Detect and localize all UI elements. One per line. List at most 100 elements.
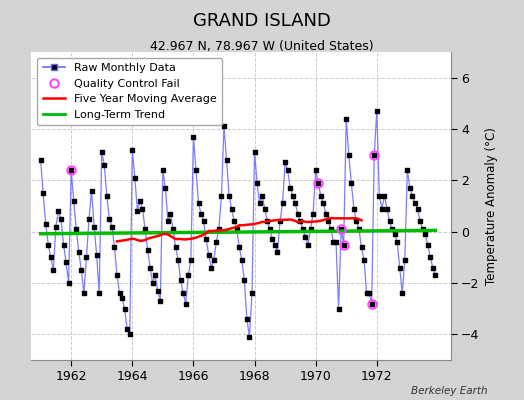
Point <box>220 123 228 130</box>
Point <box>350 205 358 212</box>
Point <box>314 180 322 186</box>
Point <box>416 218 424 225</box>
Point <box>304 241 312 248</box>
Point <box>90 223 99 230</box>
Point <box>227 205 236 212</box>
Point <box>123 326 132 332</box>
Point <box>365 290 373 296</box>
Point <box>64 280 73 286</box>
Point <box>423 241 432 248</box>
Point <box>260 205 269 212</box>
Point <box>401 257 409 263</box>
Point <box>161 185 170 191</box>
Point <box>396 264 404 271</box>
Point <box>215 226 223 232</box>
Point <box>413 205 422 212</box>
Point <box>92 252 101 258</box>
Point <box>355 226 363 232</box>
Point <box>72 226 81 232</box>
Point <box>271 241 279 248</box>
Point <box>179 290 188 296</box>
Point <box>62 259 70 266</box>
Point <box>316 192 325 199</box>
Y-axis label: Temperature Anomaly (°C): Temperature Anomaly (°C) <box>485 127 498 285</box>
Point <box>380 192 389 199</box>
Point <box>204 252 213 258</box>
Point <box>192 167 200 173</box>
Point <box>276 218 284 225</box>
Point <box>370 152 378 158</box>
Point <box>393 239 401 245</box>
Point <box>77 267 85 273</box>
Point <box>217 192 226 199</box>
Point <box>289 192 297 199</box>
Point <box>171 244 180 250</box>
Point <box>82 254 91 260</box>
Point <box>222 156 231 163</box>
Point <box>97 149 106 155</box>
Point <box>398 290 407 296</box>
Point <box>352 218 361 225</box>
Point <box>373 108 381 114</box>
Point <box>70 198 78 204</box>
Point <box>200 218 208 225</box>
Point <box>59 241 68 248</box>
Point <box>121 306 129 312</box>
Point <box>263 218 271 225</box>
Point <box>291 200 300 207</box>
Point <box>327 226 335 232</box>
Point <box>408 192 417 199</box>
Point <box>113 272 121 278</box>
Point <box>52 223 60 230</box>
Point <box>74 249 83 256</box>
Point <box>118 295 126 302</box>
Point <box>378 205 386 212</box>
Point <box>411 200 419 207</box>
Point <box>67 167 75 173</box>
Point <box>332 239 340 245</box>
Point <box>105 216 114 222</box>
Point <box>406 185 414 191</box>
Point <box>230 218 238 225</box>
Point <box>177 277 185 284</box>
Point <box>253 180 261 186</box>
Point <box>240 277 248 284</box>
Point <box>54 208 63 214</box>
Point <box>426 254 434 260</box>
Point <box>108 223 116 230</box>
Point <box>85 216 93 222</box>
Point <box>212 239 221 245</box>
Point <box>39 190 47 196</box>
Point <box>88 187 96 194</box>
Point <box>44 241 52 248</box>
Point <box>329 239 337 245</box>
Point <box>255 200 264 207</box>
Point <box>80 290 88 296</box>
Point <box>340 241 348 248</box>
Point <box>144 246 152 253</box>
Point <box>151 272 159 278</box>
Point <box>148 280 157 286</box>
Point <box>363 290 371 296</box>
Point <box>194 200 203 207</box>
Point <box>189 134 198 140</box>
Point <box>110 244 118 250</box>
Point <box>207 264 215 271</box>
Point <box>130 174 139 181</box>
Point <box>169 226 177 232</box>
Point <box>174 257 182 263</box>
Point <box>57 216 65 222</box>
Point <box>385 218 394 225</box>
Point <box>146 264 154 271</box>
Point <box>235 244 244 250</box>
Point <box>49 267 58 273</box>
Point <box>100 162 108 168</box>
Point <box>243 316 251 322</box>
Point <box>128 146 136 153</box>
Point <box>248 290 256 296</box>
Point <box>133 208 141 214</box>
Point <box>154 288 162 294</box>
Point <box>375 192 384 199</box>
Point <box>311 167 320 173</box>
Point <box>296 218 304 225</box>
